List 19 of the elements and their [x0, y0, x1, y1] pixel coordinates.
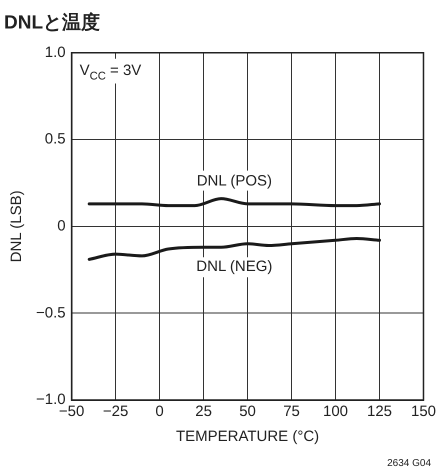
- x-tick-label: 150: [410, 403, 436, 420]
- series-label: DNL (POS): [196, 172, 272, 190]
- x-tick-label: 100: [323, 403, 348, 420]
- x-tick-label: 0: [155, 403, 164, 420]
- y-tick-label: 0: [57, 218, 66, 235]
- x-tick-label: 25: [195, 403, 212, 420]
- x-tick-label: 50: [239, 403, 256, 420]
- text: 2634 G04: [387, 458, 432, 469]
- y-axis-title: DNL (LSB): [8, 190, 26, 262]
- series-label: DNL (NEG): [196, 258, 272, 275]
- y-tick-label: −0.5: [36, 304, 66, 322]
- chart-title: DNLと温度: [4, 12, 100, 34]
- line-series: [88, 237, 381, 261]
- y-tick-label: 0.5: [44, 130, 66, 148]
- x-axis-title: TEMPERATURE (°C): [176, 428, 320, 446]
- x-tick-label: −25: [102, 403, 128, 420]
- x-tick-label: 75: [283, 403, 300, 420]
- y-tick-label: 1.0: [44, 44, 66, 61]
- x-tick-label: 125: [366, 403, 392, 420]
